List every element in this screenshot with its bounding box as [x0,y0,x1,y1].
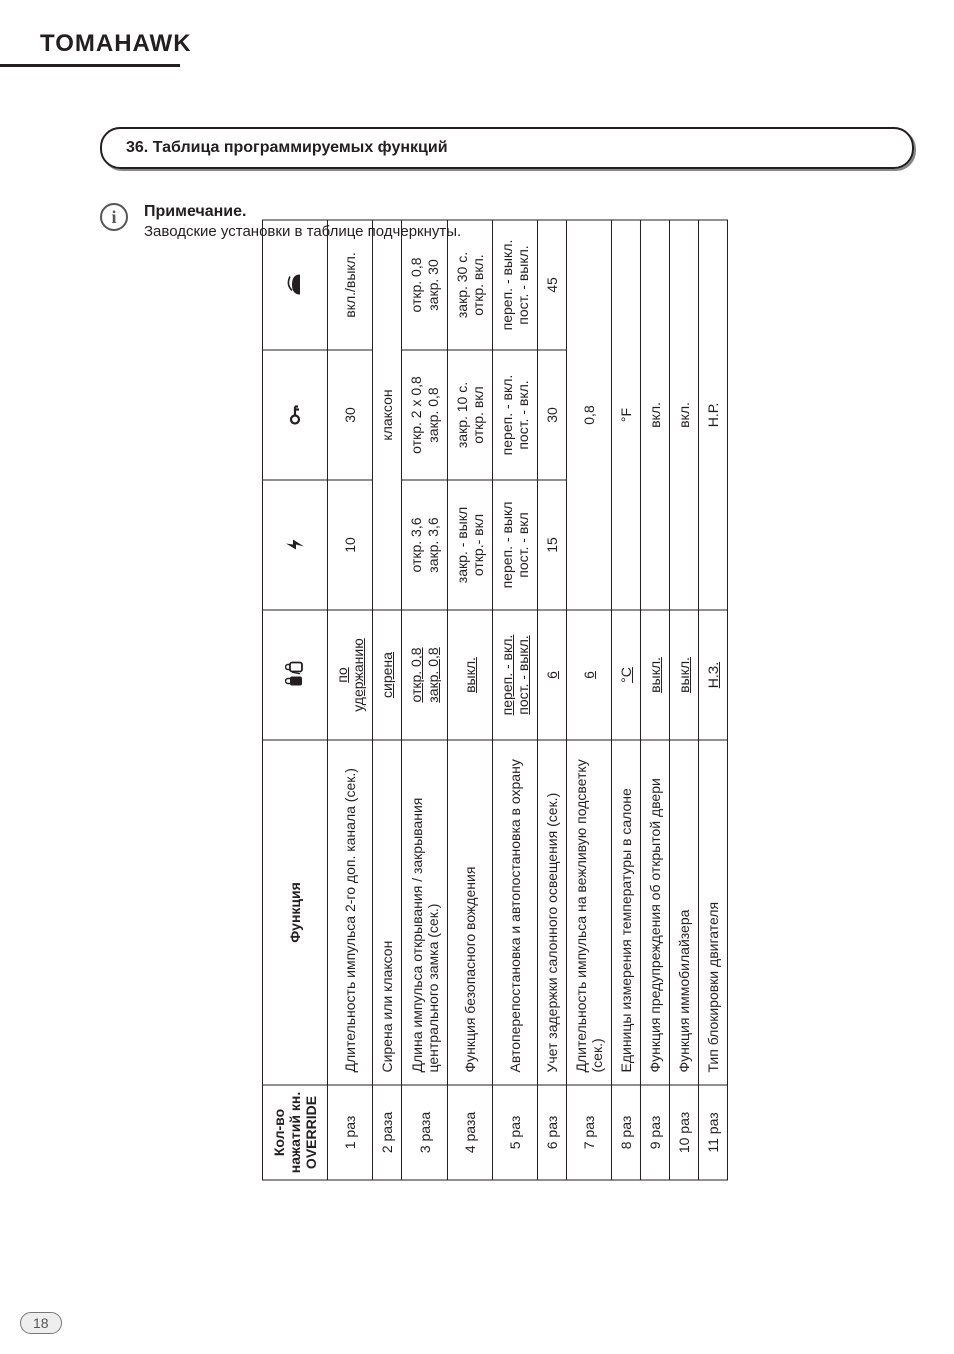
cell-option: °С [612,610,641,740]
cell-option: 30 [538,350,567,480]
cell-option: закр. 30 с.откр. вкл. [447,220,492,350]
cell-function-name: Функция иммобилайзера [670,740,699,1085]
header-function: Функция [262,740,327,1085]
cell-option: 30 [328,350,373,480]
cell-option: вкл./выкл. [328,220,373,350]
cell-function-name: Тип блокировки двигателя [699,740,728,1085]
cell-option: откр. 0,8закр. 30 [402,220,447,350]
table-row: 5 разАвтоперепостановка и автопостановка… [492,220,537,1180]
cell-option: вкл. [641,220,670,610]
cell-option: 6 [567,610,612,740]
brand-title: TOMAHAWK [0,30,180,67]
cell-option: закр. 10 с.откр. вкл [447,350,492,480]
cell-option: выкл. [641,610,670,740]
cell-press-count: 9 раз [641,1085,670,1180]
cell-function-name: Длительность импульса на вежливую подсве… [567,740,612,1085]
table-row: 8 разЕдиницы измерения температуры в сал… [612,220,641,1180]
cell-option: откр. 2 х 0,8закр. 0,8 [402,350,447,480]
table-row: 2 разаСирена или клаксонсиренаклаксон [373,220,402,1180]
table-row: 11 разТип блокировки двигателяН.З.Н.Р. [699,220,728,1180]
table-row: 9 разФункция предупреждения об открытой … [641,220,670,1180]
cell-option: клаксон [373,220,402,610]
header-presses: Кол-во нажатий кн. OVERRIDE [262,1085,327,1180]
cell-press-count: 5 раз [492,1085,537,1180]
cell-option: поудержанию [328,610,373,740]
cell-press-count: 3 раза [402,1085,447,1180]
section-title-pill: 36. Таблица программируемых функций [100,127,914,169]
table-row: 1 разДлительность импульса 2-го доп. кан… [328,220,373,1180]
cell-option: откр. 0,8закр. 0,8 [402,610,447,740]
cell-option: 45 [538,220,567,350]
cell-option: сирена [373,610,402,740]
cell-function-name: Сирена или клаксон [373,740,402,1085]
header-icon-key [262,350,327,480]
cell-function-name: Учет задержки салонного освещения (сек.) [538,740,567,1085]
section-title: 36. Таблица программируемых функций [126,139,448,156]
page: TOMAHAWK 36. Таблица программируемых фун… [0,0,954,1354]
cell-option: 6 [538,610,567,740]
table-row: 10 разФункция иммобилайзеравыкл.вкл. [670,220,699,1180]
cell-function-name: Автоперепостановка и автопостановка в ох… [492,740,537,1085]
page-number: 18 [20,1312,62,1334]
cell-press-count: 10 раз [670,1085,699,1180]
cell-option: вкл. [670,220,699,610]
cell-function-name: Длительность импульса 2-го доп. канала (… [328,740,373,1085]
cell-option: Н.З. [699,610,728,740]
cell-option: переп. - вкл.пост. - выкл. [492,610,537,740]
table-row: 7 разДлительность импульса на вежливую п… [567,220,612,1180]
cell-option: 15 [538,480,567,610]
table-row: 3 разаДлина импульса открывания / закрыв… [402,220,447,1180]
cell-function-name: Длина импульса открывания / закрывания ц… [402,740,447,1085]
cell-press-count: 2 раза [373,1085,402,1180]
header-icon-trunk [262,220,327,350]
info-icon: i [100,203,128,231]
note-title: Примечание. [144,203,461,221]
cell-option: переп. - выкл.пост. - выкл. [492,220,537,350]
cell-option: Н.Р. [699,220,728,610]
table-row: 4 разаФункция безопасного вождениявыкл.з… [447,220,492,1180]
cell-option: переп. - выклпост. - вкл [492,480,537,610]
table-header-row: Кол-во нажатий кн. OVERRIDE Функция / [262,220,327,1180]
cell-option: откр. 3,6закр. 3,6 [402,480,447,610]
cell-option: закр. - выклоткр.- вкл [447,480,492,610]
cell-option: °F [612,220,641,610]
functions-table: Кол-во нажатий кн. OVERRIDE Функция / [262,220,728,1181]
cell-press-count: 1 раз [328,1085,373,1180]
cell-option: выкл. [670,610,699,740]
header-icon-lock: / [262,610,327,740]
cell-press-count: 8 раз [612,1085,641,1180]
cell-press-count: 4 раза [447,1085,492,1180]
cell-function-name: Функция предупреждения об открытой двери [641,740,670,1085]
cell-option: выкл. [447,610,492,740]
cell-press-count: 6 раз [538,1085,567,1180]
cell-option: переп. - вкл.пост. - вкл. [492,350,537,480]
cell-option: 0,8 [567,220,612,610]
cell-function-name: Функция безопасного вождения [447,740,492,1085]
table-row: 6 разУчет задержки салонного освещения (… [538,220,567,1180]
cell-option: 10 [328,480,373,610]
cell-press-count: 7 раз [567,1085,612,1180]
header-icon-bolt [262,480,327,610]
table-rotated-container: Кол-во нажатий кн. OVERRIDE Функция / [262,220,728,1181]
cell-function-name: Единицы измерения температуры в салоне [612,740,641,1085]
cell-press-count: 11 раз [699,1085,728,1180]
